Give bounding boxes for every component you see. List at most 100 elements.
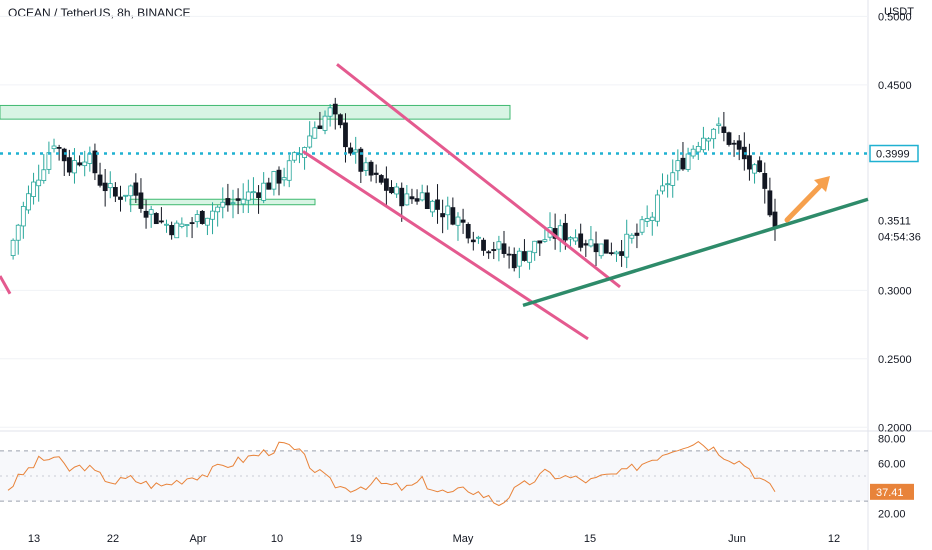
candle-body <box>721 126 727 133</box>
candle-body <box>353 149 359 153</box>
candle-body <box>10 239 16 256</box>
candle-body <box>639 219 645 233</box>
candle-body <box>271 171 277 190</box>
candle-body <box>399 187 405 207</box>
candle-body <box>56 146 62 149</box>
candle-body <box>414 198 420 202</box>
candle-body <box>179 223 185 227</box>
candle-body <box>634 232 640 236</box>
candle-body <box>82 161 88 167</box>
candle-body <box>537 240 543 244</box>
candle-body <box>194 214 200 223</box>
ascending-trendline <box>522 197 869 308</box>
candle-body <box>389 187 394 194</box>
candle-body <box>164 223 169 226</box>
candle-body <box>337 114 343 126</box>
candle-body <box>562 222 568 241</box>
y-tick-label: 0.4500 <box>878 80 912 92</box>
candle-body <box>72 160 77 174</box>
candle-body <box>343 122 348 148</box>
candle-body <box>460 219 466 223</box>
candle-body <box>619 251 624 256</box>
y-tick-label: 0.2000 <box>878 422 912 434</box>
candle-body <box>373 172 379 175</box>
candle-body <box>97 174 103 186</box>
x-tick-label: 15 <box>584 533 596 545</box>
candle-body <box>624 233 630 258</box>
candle-body <box>660 185 665 192</box>
candle-body <box>726 132 732 145</box>
candle-body <box>15 224 21 241</box>
candle-body <box>332 103 338 115</box>
candle-body <box>588 239 594 247</box>
candle-body <box>363 162 369 171</box>
candle-body <box>695 146 701 153</box>
candle-body <box>383 178 389 191</box>
candle-body <box>128 185 134 197</box>
candle-body <box>46 152 52 170</box>
candle-body <box>583 243 589 246</box>
candle-body <box>435 199 440 210</box>
resistance-tag-label: 0.3999 <box>876 149 910 161</box>
candle-body <box>476 236 481 239</box>
candle-body <box>378 175 384 183</box>
candle-body <box>527 250 532 263</box>
candle-body <box>220 201 226 208</box>
channel-lower-line <box>302 150 589 341</box>
candle-body <box>455 216 461 226</box>
candle-body <box>36 179 42 187</box>
candle-body <box>404 193 410 206</box>
candle-body <box>486 251 492 254</box>
candle-body <box>767 190 773 216</box>
candle-body <box>256 192 261 198</box>
channel-fragment-line <box>0 275 12 295</box>
candle-body <box>731 142 737 145</box>
candle-body <box>51 145 57 150</box>
candle-body <box>675 160 681 172</box>
candle-body <box>251 191 256 194</box>
candle-body <box>409 196 415 200</box>
candle-body <box>41 169 47 181</box>
candle-body <box>670 172 676 186</box>
candle-body <box>424 192 430 210</box>
x-tick-label: 19 <box>350 533 362 545</box>
x-tick-label: Jun <box>728 533 746 545</box>
candle-body <box>225 198 231 206</box>
candle-body <box>143 210 149 218</box>
candle-body <box>711 128 717 140</box>
candle-body <box>169 225 175 236</box>
candle-body <box>665 183 671 186</box>
y-tick-label: 0.3000 <box>878 285 912 297</box>
candle-body <box>184 224 190 226</box>
candle-body <box>317 125 323 129</box>
candle-body <box>522 251 527 261</box>
candle-body <box>568 237 573 240</box>
candle-body <box>307 135 313 148</box>
candle-body <box>291 152 297 161</box>
candle-body <box>603 239 609 254</box>
candle-body <box>210 210 215 220</box>
candle-body <box>772 211 778 229</box>
candle-body <box>752 164 757 174</box>
candle-body <box>649 216 655 221</box>
candle-body <box>629 234 635 239</box>
candle-body <box>133 182 139 196</box>
candle-body <box>598 243 604 257</box>
candle-body <box>445 205 451 216</box>
candle-body <box>61 148 67 162</box>
candle-body <box>281 177 287 181</box>
projection-arrow-shaft <box>784 179 827 223</box>
candle-body <box>419 192 425 201</box>
candle-body <box>205 217 210 226</box>
candle-body <box>491 249 497 251</box>
candle-body <box>470 239 476 243</box>
candle-body <box>348 147 353 154</box>
candle-body <box>153 213 159 225</box>
candle-body <box>174 222 180 239</box>
candle-body <box>102 182 108 192</box>
y-tick-label: 0.5000 <box>878 11 912 23</box>
candle-body <box>465 223 471 239</box>
candle-body <box>148 209 154 215</box>
candle-body <box>138 192 144 209</box>
